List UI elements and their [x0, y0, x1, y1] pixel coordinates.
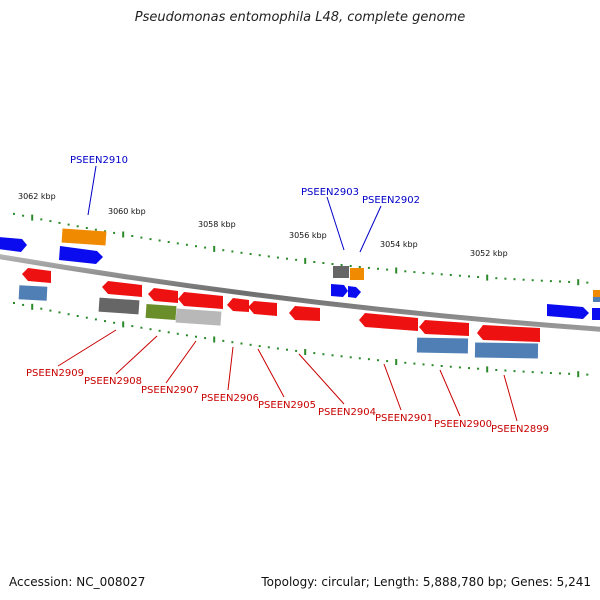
- lower-tick-row: [13, 302, 589, 378]
- gene-forward-orange-edge[interactable]: [593, 290, 600, 297]
- leader-pseen2907: [165, 340, 197, 384]
- gene-forward-blue-1[interactable]: [59, 246, 103, 264]
- kbp-label-3052: 3052 kbp: [470, 249, 508, 258]
- label-pseen2910[interactable]: PSEEN2910: [70, 155, 128, 166]
- reverse-label-group: PSEEN2909 PSEEN2908 PSEEN2907 PSEEN2906 …: [26, 329, 549, 435]
- gene-forward-left-edge[interactable]: [0, 237, 27, 252]
- accession-text: Accession: NC_008027: [9, 575, 146, 589]
- kbp-label-3062: 3062 kbp: [18, 192, 56, 201]
- genome-stats-text: Topology: circular; Length: 5,888,780 bp…: [261, 575, 591, 589]
- gene-reverse-red-8[interactable]: [359, 313, 418, 331]
- genome-backbone: [0, 254, 600, 332]
- gene-reverse-steel-1[interactable]: [18, 285, 48, 301]
- leader-pseen2905: [257, 348, 285, 398]
- gene-pseen2902-orange[interactable]: [350, 268, 364, 280]
- forward-genes: [0, 228, 600, 320]
- gene-pseen2910-orange[interactable]: [61, 228, 107, 246]
- gene-pseen2908-gray[interactable]: [98, 297, 140, 315]
- gene-reverse-red-3[interactable]: [148, 288, 178, 303]
- gene-forward-blue-edge[interactable]: [592, 308, 600, 320]
- gene-reverse-red-7[interactable]: [289, 306, 320, 321]
- gene-forward-steel-edge[interactable]: [593, 297, 600, 302]
- reverse-genes: [18, 268, 540, 359]
- label-pseen2900[interactable]: PSEEN2900: [434, 419, 492, 430]
- leader-pseen2910: [87, 165, 97, 216]
- upper-tick-row: [13, 212, 589, 286]
- label-pseen2908[interactable]: PSEEN2908: [84, 376, 142, 387]
- gene-forward-blue-2[interactable]: [331, 284, 348, 297]
- leader-pseen2899: [503, 374, 518, 422]
- leader-pseen2900: [439, 369, 461, 417]
- kbp-label-3058: 3058 kbp: [198, 220, 236, 229]
- label-pseen2907[interactable]: PSEEN2907: [141, 385, 199, 396]
- leader-pseen2901: [383, 363, 402, 411]
- forward-label-group: PSEEN2910 PSEEN2903 PSEEN2902: [70, 155, 420, 253]
- leader-pseen2906: [227, 346, 234, 391]
- label-pseen2902[interactable]: PSEEN2902: [362, 195, 420, 206]
- label-pseen2906[interactable]: PSEEN2906: [201, 393, 259, 404]
- gene-forward-blue-3[interactable]: [348, 286, 361, 298]
- leader-pseen2904: [298, 353, 345, 405]
- leader-pseen2903: [326, 196, 345, 251]
- label-pseen2901[interactable]: PSEEN2901: [375, 413, 433, 424]
- gene-reverse-red-9[interactable]: [419, 320, 469, 336]
- gene-reverse-red-1[interactable]: [22, 268, 51, 283]
- gene-pseen2907-lightgray[interactable]: [175, 308, 222, 326]
- kbp-label-3054: 3054 kbp: [380, 240, 418, 249]
- gene-forward-blue-4[interactable]: [547, 304, 589, 319]
- gene-reverse-red-2[interactable]: [102, 281, 142, 297]
- label-pseen2903[interactable]: PSEEN2903: [301, 187, 359, 198]
- gene-reverse-red-10[interactable]: [477, 325, 540, 342]
- label-pseen2899[interactable]: PSEEN2899: [491, 424, 549, 435]
- gene-reverse-red-5[interactable]: [227, 298, 249, 312]
- leader-pseen2909: [57, 329, 117, 367]
- gene-pseen2900-steel[interactable]: [416, 337, 469, 354]
- kbp-label-3056: 3056 kbp: [289, 231, 327, 240]
- gene-reverse-red-6[interactable]: [248, 301, 277, 316]
- kbp-label-3060: 3060 kbp: [108, 207, 146, 216]
- gene-reverse-red-4[interactable]: [178, 292, 223, 309]
- label-pseen2905[interactable]: PSEEN2905: [258, 400, 316, 411]
- gene-pseen2903-gray[interactable]: [333, 266, 349, 278]
- leader-pseen2908: [115, 335, 158, 375]
- label-pseen2904[interactable]: PSEEN2904: [318, 407, 376, 418]
- figure-title: Pseudomonas entomophila L48, complete ge…: [134, 10, 466, 25]
- gene-pseen2907-olive[interactable]: [145, 303, 177, 321]
- leader-pseen2902: [359, 205, 382, 253]
- label-pseen2909[interactable]: PSEEN2909: [26, 368, 84, 379]
- gene-pseen2899-steel[interactable]: [474, 342, 539, 359]
